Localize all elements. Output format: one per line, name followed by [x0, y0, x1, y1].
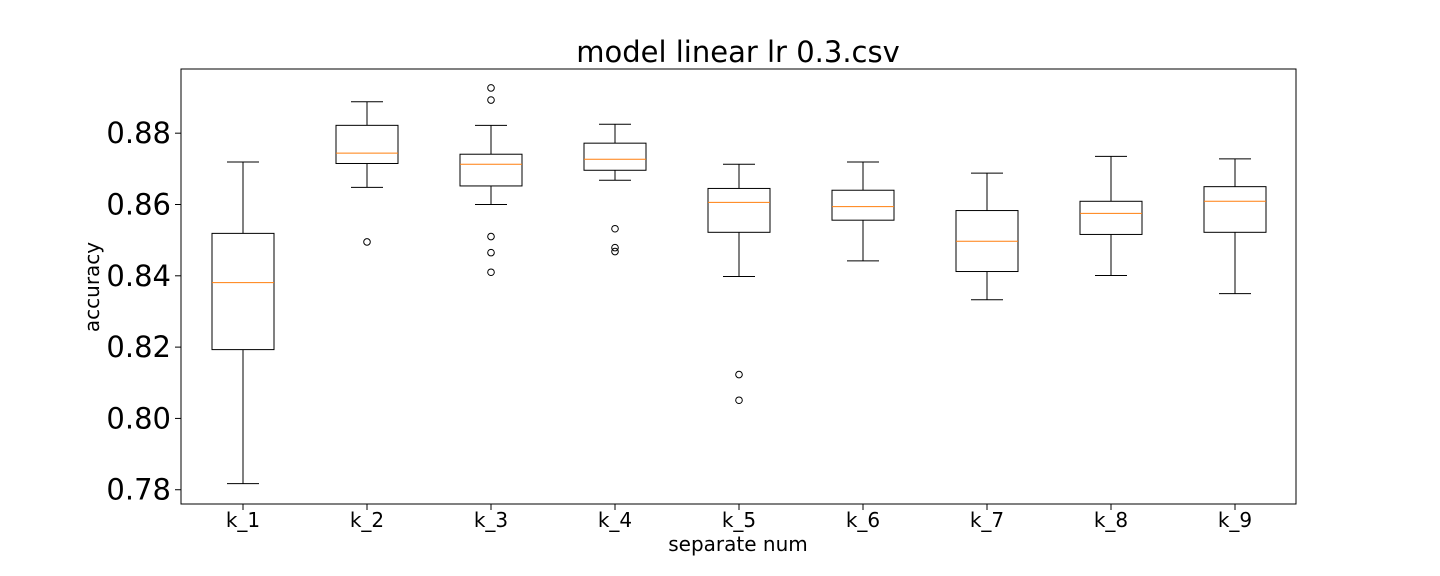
outlier-point: [363, 238, 371, 246]
outlier-point: [611, 224, 619, 233]
x-axis-label: separate num: [668, 532, 808, 556]
outlier-point: [611, 247, 619, 256]
iqr-box: [831, 189, 895, 221]
iqr-box: [707, 187, 771, 233]
y-tick-label: 0.78: [106, 473, 171, 507]
x-tick-label: k_4: [598, 508, 632, 532]
axes-frame: [180, 68, 1297, 505]
x-tick-label: k_9: [1218, 508, 1252, 532]
iqr-box: [335, 124, 399, 164]
outlier-point: [487, 248, 495, 257]
y-axis-label: accuracy: [80, 242, 104, 332]
x-tick-label: k_3: [474, 508, 508, 532]
outlier-point: [487, 232, 495, 241]
iqr-box: [583, 142, 647, 171]
y-tick-label: 0.84: [106, 259, 171, 293]
outlier-point: [487, 268, 495, 277]
outlier-point: [611, 243, 619, 252]
x-tick-label: k_1: [226, 508, 260, 532]
outlier-point: [735, 396, 743, 405]
iqr-box: [1203, 186, 1267, 233]
x-tick-label: k_6: [846, 508, 880, 532]
outlier-point: [487, 96, 495, 104]
y-tick-label: 0.86: [106, 187, 171, 221]
iqr-box: [211, 232, 275, 351]
x-tick-label: k_7: [970, 508, 1004, 532]
y-tick-label: 0.88: [106, 116, 171, 150]
plot-area: k_1 k_2 k_3 k_4 k_5 k_6 k_7 k_8 k_9 0.78 0.80 0.82 0…: [106, 68, 1297, 532]
chart-title: model linear lr 0.3.csv: [576, 35, 900, 69]
x-tick-label: k_8: [1094, 508, 1128, 532]
iqr-box: [1079, 200, 1143, 235]
x-tick-label: k_2: [350, 508, 384, 532]
iqr-box: [459, 153, 523, 187]
outlier-point: [735, 370, 743, 379]
x-tick-label: k_5: [722, 508, 756, 532]
outlier-point: [487, 84, 495, 92]
y-tick-label: 0.82: [106, 330, 171, 364]
y-tick-label: 0.80: [106, 401, 171, 435]
